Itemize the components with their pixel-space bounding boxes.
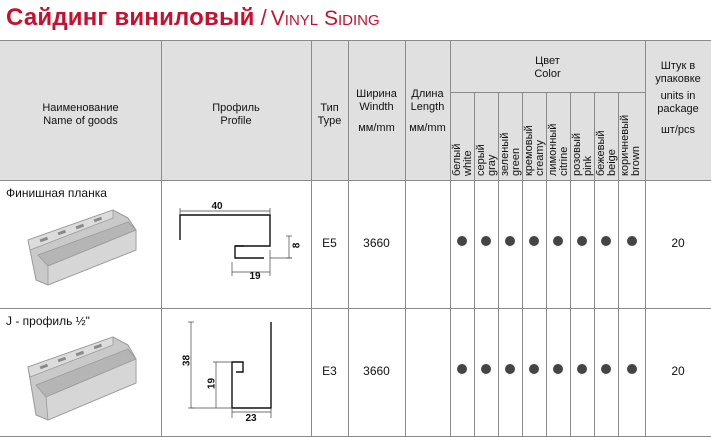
- header-type-en: Type: [317, 115, 342, 127]
- color-header-en: white: [462, 150, 474, 176]
- availability-dot: [505, 236, 515, 246]
- header-units: Штук в упаковке units in package шт/pcs: [645, 60, 711, 137]
- color-header-en: citrine: [558, 146, 570, 176]
- j-profile-image: [27, 336, 137, 421]
- availability-dot: [529, 364, 539, 374]
- header-name: Наименование Name of goods: [0, 102, 161, 128]
- row-1-name: Финишная планка: [6, 186, 107, 200]
- availability-dot: [601, 364, 611, 374]
- header-type: Тип Type: [311, 102, 348, 128]
- color-header-en: gray: [486, 154, 498, 176]
- availability-dot: [457, 236, 467, 246]
- header-width-ru: Ширина: [356, 88, 397, 100]
- color-header-en: green: [510, 147, 522, 176]
- color-header-en: brown: [630, 146, 642, 176]
- header-units-line5: шт/pcs: [660, 124, 696, 136]
- availability-dot: [626, 236, 637, 246]
- color-header-pink: розовый pink: [571, 133, 594, 176]
- availability-dot: [577, 236, 587, 246]
- header-width-unit: мм/mm: [358, 122, 395, 134]
- row-2-name: J - профиль ½": [6, 314, 90, 328]
- header-units-line3: units in: [660, 90, 696, 102]
- header-width: Ширина Windth мм/mm: [348, 88, 405, 135]
- availability-dot: [601, 236, 611, 246]
- color-header-gray: серый gray: [475, 144, 498, 176]
- header-profile: Профиль Profile: [161, 102, 311, 128]
- row-1-dim-a: 40: [211, 201, 223, 212]
- color-header-creamy: кремовый creamy: [523, 125, 546, 176]
- availability-dot: [553, 236, 563, 246]
- color-header-en: beige: [606, 149, 618, 176]
- header-length-ru: Длина: [411, 88, 444, 100]
- row-1-dim-b: 8: [291, 242, 303, 249]
- header-profile-ru: Профиль: [212, 102, 260, 114]
- header-color-ru: Цвет: [535, 55, 560, 67]
- header-background: [0, 40, 711, 180]
- page-title: Сайдинг виниловый / Vinyl Siding: [6, 4, 380, 34]
- title-en: Vinyl Siding: [270, 7, 380, 30]
- color-header-beige: бежевый beige: [595, 130, 618, 176]
- j-profile-dimension-lines: [188, 321, 272, 418]
- availability-dot: [577, 364, 587, 374]
- header-profile-en: Profile: [220, 115, 252, 127]
- header-name-en: Name of goods: [43, 115, 118, 127]
- availability-dot: [481, 364, 491, 374]
- availability-dot: [505, 364, 515, 374]
- color-header-brown: коричневый brown: [619, 115, 642, 176]
- header-units-line2: упаковке: [655, 73, 701, 85]
- j-profile-profile-drawing: [231, 322, 272, 409]
- availability-dot: [553, 364, 563, 374]
- color-header-en: creamy: [534, 139, 546, 176]
- header-type-ru: Тип: [320, 102, 339, 114]
- row-2-dim-c: 23: [245, 413, 257, 424]
- header-length-en: Length: [410, 101, 445, 113]
- header-length: Длина Length мм/mm: [405, 88, 450, 135]
- availability-dot: [457, 364, 467, 374]
- title-separator: /: [260, 5, 267, 30]
- row-1-pcs: 20: [671, 236, 685, 250]
- row-2-type: E3: [322, 364, 337, 378]
- color-header-en: pink: [582, 155, 594, 176]
- row-1-dim-c: 19: [249, 271, 261, 282]
- color-header-citrine: лимонный citrine: [547, 124, 570, 176]
- row-1-type: E5: [322, 236, 337, 250]
- header-units-line1: Штук в: [660, 60, 696, 72]
- row-1-width: 3660: [363, 236, 390, 250]
- color-header-white: белый white: [451, 144, 474, 176]
- header-width-en: Windth: [359, 101, 394, 113]
- availability-dot: [481, 236, 491, 246]
- availability-dot: [529, 236, 539, 246]
- header-color-en: Color: [534, 68, 561, 80]
- finishing-strip-image: [27, 209, 137, 286]
- row-2-pcs: 20: [671, 364, 685, 378]
- header-color: Цвет Color: [450, 55, 645, 81]
- row-2-dim-a: 38: [181, 354, 193, 367]
- row-2-dim-b: 19: [206, 377, 218, 390]
- availability-dot: [626, 364, 637, 374]
- header-length-unit: мм/mm: [409, 122, 446, 134]
- color-header-green: зеленый green: [499, 133, 522, 176]
- finishing-strip-profile-drawing: [179, 214, 271, 259]
- row-2-width: 3660: [363, 364, 390, 378]
- header-name-ru: Наименование: [42, 102, 119, 114]
- header-units-line4: package: [657, 103, 699, 115]
- finishing-strip-dimension-lines: [179, 208, 292, 276]
- title-ru: Сайдинг виниловый: [6, 4, 255, 31]
